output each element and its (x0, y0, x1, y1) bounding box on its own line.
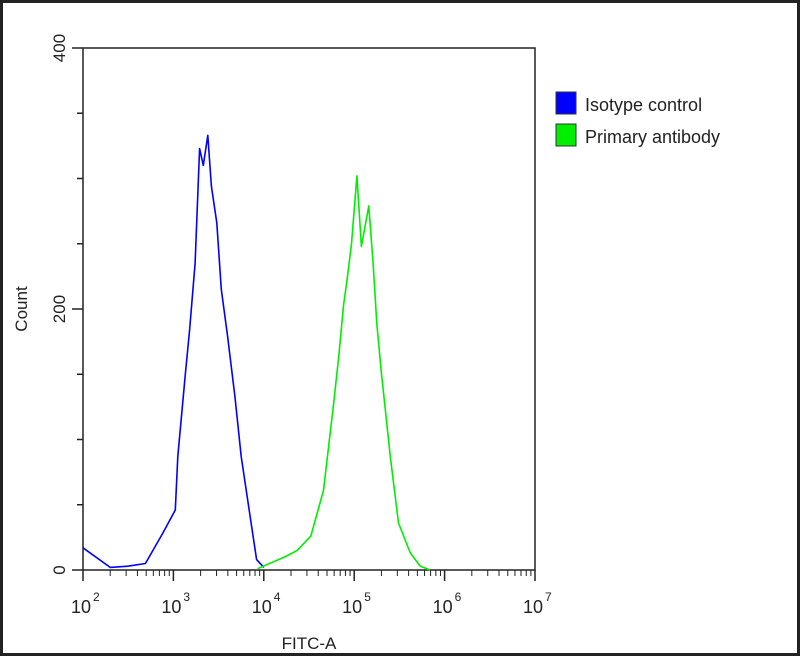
y-tick-label: 400 (50, 34, 69, 62)
x-axis-label: FITC-A (282, 634, 337, 653)
x-tick-label: 10 (433, 597, 453, 617)
x-tick-exponent: 4 (274, 590, 281, 604)
series-line-primary-antibody (257, 175, 431, 571)
y-axis-label: Count (12, 286, 31, 332)
legend: Isotype control Primary antibody (555, 91, 720, 147)
series-line-isotype-control (82, 134, 265, 569)
y-tick-label: 200 (50, 295, 69, 323)
legend-swatch-primary (555, 123, 577, 147)
x-tick-label: 10 (71, 597, 91, 617)
x-tick-label: 10 (523, 597, 543, 617)
x-tick-exponent: 7 (545, 590, 552, 604)
x-tick-label: 10 (342, 597, 362, 617)
x-tick-label: 10 (161, 597, 181, 617)
y-tick-label: 0 (50, 565, 69, 574)
x-tick-exponent: 6 (455, 590, 462, 604)
legend-label-primary: Primary antibody (585, 127, 720, 147)
legend-swatch-isotype (555, 91, 577, 115)
legend-label-isotype: Isotype control (585, 95, 702, 115)
plot-frame (82, 47, 536, 571)
x-tick-exponent: 2 (93, 590, 100, 604)
x-tick-exponent: 5 (364, 590, 371, 604)
x-tick-label: 10 (252, 597, 272, 617)
x-tick-exponent: 3 (183, 590, 190, 604)
